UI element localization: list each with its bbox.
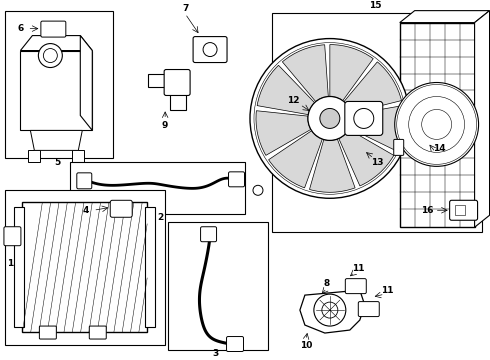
Text: 16: 16 [421, 206, 434, 215]
FancyBboxPatch shape [41, 21, 66, 37]
Bar [167, 75, 171, 86]
Bar [272, 13, 482, 232]
Polygon shape [21, 36, 92, 50]
FancyBboxPatch shape [39, 326, 56, 339]
FancyBboxPatch shape [345, 279, 367, 294]
Text: 7: 7 [182, 4, 188, 13]
Bar [145, 207, 155, 327]
Circle shape [254, 42, 406, 194]
Wedge shape [256, 111, 311, 156]
Circle shape [38, 44, 62, 68]
Circle shape [314, 294, 346, 326]
Text: 14: 14 [433, 144, 446, 153]
Bar [400, 23, 475, 227]
Text: 4: 4 [82, 206, 89, 215]
FancyBboxPatch shape [193, 37, 227, 63]
Bar [5, 11, 113, 158]
Text: 13: 13 [371, 158, 384, 167]
Text: 3: 3 [212, 348, 218, 357]
Circle shape [320, 108, 340, 129]
Text: 9: 9 [162, 121, 169, 130]
FancyBboxPatch shape [164, 69, 190, 95]
FancyBboxPatch shape [345, 102, 383, 135]
Bar [5, 190, 165, 345]
Bar [71, 162, 245, 214]
FancyBboxPatch shape [358, 302, 379, 316]
Bar [455, 205, 465, 215]
Bar [153, 75, 157, 86]
Bar [73, 150, 84, 162]
FancyBboxPatch shape [394, 139, 404, 156]
Text: 11: 11 [382, 285, 394, 294]
FancyBboxPatch shape [450, 200, 478, 220]
Wedge shape [330, 45, 373, 101]
Text: 2: 2 [157, 213, 163, 222]
FancyBboxPatch shape [200, 227, 217, 242]
Circle shape [43, 49, 57, 63]
FancyBboxPatch shape [228, 172, 245, 187]
Text: 11: 11 [351, 264, 364, 273]
Wedge shape [282, 45, 328, 102]
Polygon shape [400, 11, 490, 23]
Bar [28, 150, 40, 162]
Wedge shape [257, 65, 315, 114]
Wedge shape [339, 129, 394, 186]
Text: 5: 5 [54, 158, 60, 167]
Polygon shape [300, 290, 365, 333]
Circle shape [354, 108, 374, 129]
Bar [168, 222, 268, 350]
Text: 10: 10 [300, 341, 312, 350]
Bar [21, 50, 92, 130]
Polygon shape [170, 73, 186, 111]
FancyBboxPatch shape [77, 173, 92, 189]
Text: 8: 8 [324, 279, 330, 288]
Wedge shape [349, 105, 404, 151]
Polygon shape [80, 36, 92, 130]
FancyBboxPatch shape [226, 337, 244, 351]
Text: 6: 6 [17, 24, 24, 33]
Bar [23, 202, 147, 332]
Bar [14, 207, 24, 327]
Polygon shape [148, 73, 176, 87]
Polygon shape [475, 11, 490, 227]
Circle shape [253, 185, 263, 195]
FancyBboxPatch shape [89, 326, 106, 339]
Text: 15: 15 [369, 1, 382, 10]
Text: 1: 1 [7, 259, 14, 268]
FancyBboxPatch shape [4, 227, 21, 246]
Circle shape [250, 39, 410, 198]
Polygon shape [30, 130, 82, 150]
Wedge shape [269, 131, 322, 188]
Circle shape [395, 82, 479, 166]
Wedge shape [344, 62, 401, 113]
Circle shape [308, 96, 352, 140]
Text: 12: 12 [287, 96, 299, 105]
Circle shape [203, 42, 217, 57]
FancyBboxPatch shape [110, 200, 132, 217]
Circle shape [322, 302, 338, 318]
Wedge shape [310, 139, 355, 192]
Bar [160, 75, 164, 86]
